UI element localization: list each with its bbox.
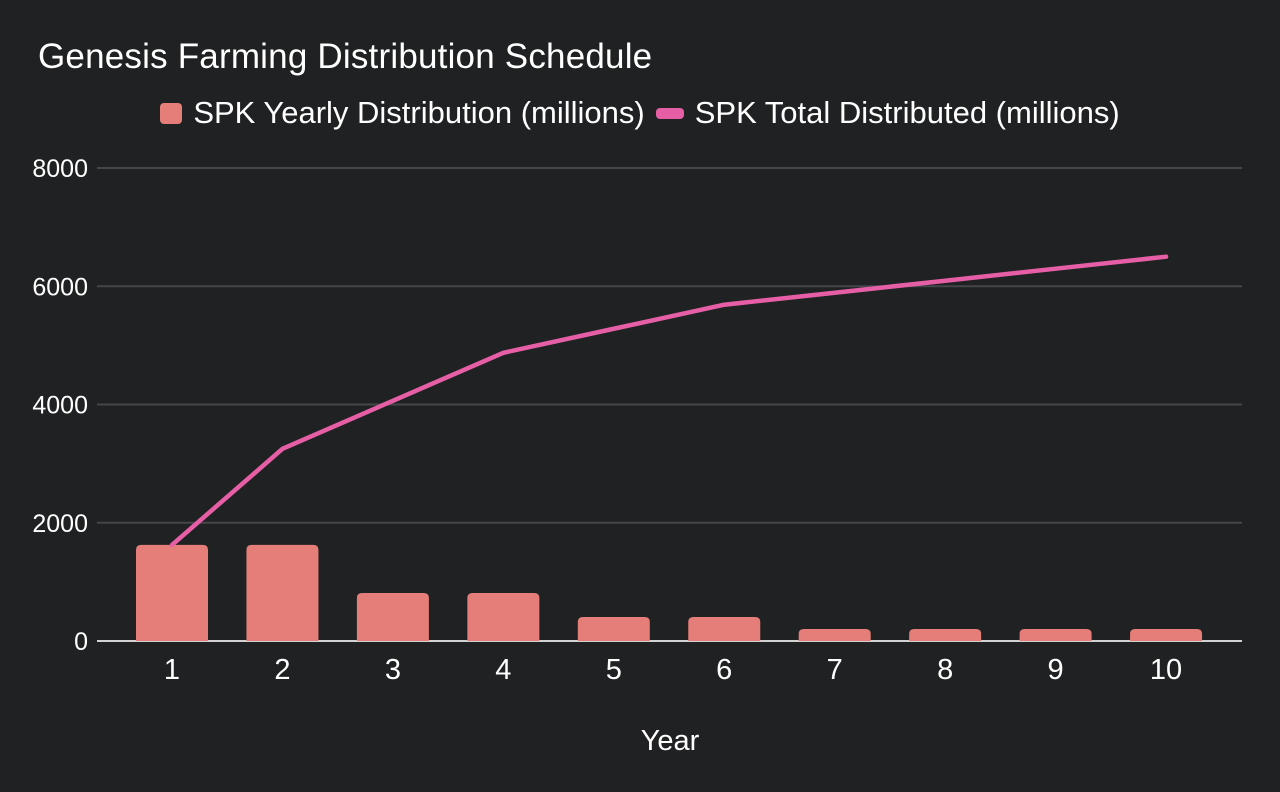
x-tick-label-4: 4: [495, 654, 511, 686]
y-tick-label-0: 0: [74, 628, 88, 656]
chart-title: Genesis Farming Distribution Schedule: [38, 37, 653, 76]
chart-legend: SPK Yearly Distribution (millions) SPK T…: [0, 95, 1280, 131]
x-tick-label-6: 6: [716, 654, 732, 686]
legend-item-total-distributed[interactable]: SPK Total Distributed (millions): [655, 95, 1120, 131]
bar-year-5[interactable]: [577, 616, 650, 641]
bar-year-7[interactable]: [798, 628, 871, 641]
bar-year-3[interactable]: [356, 592, 429, 641]
bar-year-6[interactable]: [688, 616, 761, 641]
y-tick-label-6000: 6000: [32, 273, 88, 301]
x-tick-label-1: 1: [164, 654, 180, 686]
x-axis-title: Year: [641, 725, 700, 757]
x-tick-label-9: 9: [1048, 654, 1064, 686]
legend-label-yearly-distribution: SPK Yearly Distribution (millions): [193, 95, 645, 130]
legend-label-total-distributed: SPK Total Distributed (millions): [694, 95, 1120, 130]
x-tick-label-8: 8: [937, 654, 953, 686]
x-tick-label-7: 7: [827, 654, 843, 686]
x-tick-label-10: 10: [1150, 654, 1182, 686]
bar-year-4[interactable]: [467, 592, 540, 641]
bar-year-8[interactable]: [909, 628, 982, 641]
bar-year-2[interactable]: [246, 544, 319, 641]
y-tick-label-2000: 2000: [32, 510, 88, 538]
x-tick-label-5: 5: [606, 654, 622, 686]
legend-line-swatch-icon: [655, 107, 684, 119]
y-tick-label-8000: 8000: [32, 155, 88, 183]
legend-bar-swatch-icon: [160, 102, 183, 124]
y-tick-label-4000: 4000: [32, 392, 88, 420]
bar-year-10[interactable]: [1130, 628, 1203, 641]
bar-year-1[interactable]: [136, 544, 208, 641]
x-tick-label-3: 3: [385, 654, 401, 686]
bar-year-9[interactable]: [1019, 628, 1092, 641]
legend-item-yearly-distribution[interactable]: SPK Yearly Distribution (millions): [160, 95, 645, 131]
total-distributed-line[interactable]: [169, 254, 1169, 548]
x-tick-label-2: 2: [274, 654, 290, 686]
